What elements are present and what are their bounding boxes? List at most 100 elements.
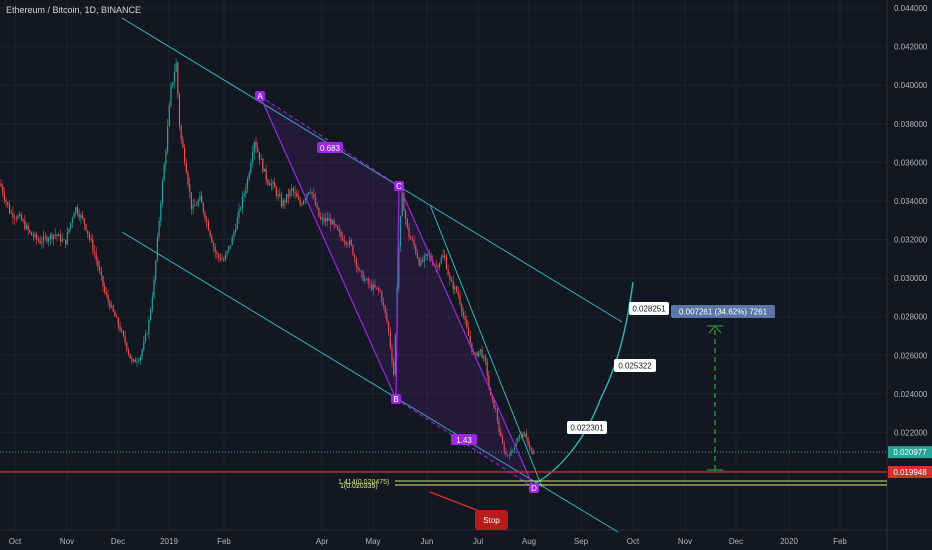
time-tick-label: Feb — [833, 537, 847, 546]
candle-body — [243, 193, 245, 197]
candle-body — [212, 242, 215, 247]
candle-body — [524, 433, 526, 437]
candle-body — [27, 225, 29, 231]
candle-body — [104, 286, 106, 292]
candle-body — [83, 218, 85, 224]
candle-body — [403, 192, 405, 212]
candle-body — [189, 184, 191, 193]
time-tick-label: Dec — [111, 537, 125, 546]
candle-body — [530, 448, 532, 451]
candle-body — [469, 335, 471, 343]
candle-body — [501, 436, 504, 444]
candle-body — [313, 194, 315, 198]
candle-body — [126, 342, 128, 350]
candle-body — [503, 443, 505, 452]
candle-body — [462, 311, 464, 316]
candle-body — [406, 218, 408, 228]
candle-body — [37, 238, 39, 241]
pattern-legs[interactable] — [259, 95, 535, 489]
candle-body — [153, 279, 155, 298]
pattern-point-badge[interactable] — [255, 91, 265, 101]
projection-callout[interactable] — [629, 302, 669, 315]
candle-body — [440, 257, 442, 264]
candle-body — [350, 240, 352, 246]
candle-body — [248, 173, 250, 179]
candle-body — [119, 325, 121, 331]
candle-body — [34, 234, 36, 237]
candle-body — [457, 291, 459, 296]
candle-body — [20, 214, 22, 221]
drawings[interactable] — [0, 17, 887, 533]
candle-body — [204, 212, 206, 220]
candle-body — [224, 254, 226, 261]
time-tick-label: Aug — [522, 537, 536, 546]
candle-body — [252, 152, 254, 163]
candle-body — [357, 266, 359, 270]
candle-body — [221, 259, 223, 261]
candle-body — [192, 205, 194, 209]
candle-body — [80, 215, 82, 218]
candle-body — [31, 232, 33, 236]
candle-body — [146, 333, 148, 335]
trendline-steep[interactable] — [429, 204, 543, 488]
channel-lower-line[interactable] — [121, 231, 619, 533]
candle-body — [510, 450, 512, 456]
candle-body — [389, 330, 391, 347]
labels: Stop A B C D 0.683 1.43 1.414(0.020475)1(0.0203… — [255, 91, 932, 530]
candle-body — [415, 245, 417, 254]
candle-body — [155, 260, 157, 280]
candle-body — [167, 126, 169, 151]
pattern-point-badge[interactable] — [394, 181, 404, 191]
candle-body — [136, 361, 138, 363]
candle-body — [348, 240, 351, 245]
candle-body — [29, 230, 31, 233]
candle-body — [296, 193, 298, 198]
candle-body — [141, 349, 143, 357]
candle-body — [320, 216, 322, 220]
projection-curve[interactable] — [533, 281, 634, 485]
candle-body — [267, 180, 269, 184]
candle-body — [194, 205, 196, 206]
candle-body — [206, 219, 208, 222]
candle-body — [160, 203, 162, 221]
time-axis[interactable]: Oct Nov Dec 2019 Feb Apr May Jun Jul Aug Sep Oct Nov… — [0, 529, 932, 546]
candle-body — [8, 204, 11, 214]
candle-body — [449, 275, 451, 280]
candle-body — [279, 194, 281, 197]
candle-body — [172, 82, 174, 86]
candle-body — [15, 218, 17, 219]
candle-body — [134, 359, 136, 363]
candle-body — [10, 212, 12, 214]
candle-body — [493, 399, 495, 409]
candle-body — [85, 223, 87, 231]
candle-body — [258, 151, 260, 160]
channel-upper-line[interactable] — [121, 17, 623, 323]
pattern-point-badge[interactable] — [391, 394, 401, 404]
candle-body — [133, 359, 135, 362]
candle-body — [121, 330, 123, 332]
candle-body — [263, 168, 266, 172]
pattern-point-badge[interactable] — [529, 483, 539, 493]
candle-body — [314, 197, 317, 206]
price-axis[interactable]: 0.044000 0.042000 0.040000 0.038000 0.036000… — [886, 0, 928, 550]
candle-body — [369, 283, 371, 285]
candle-body — [405, 211, 407, 219]
candle-body — [241, 196, 243, 209]
candle-body — [138, 360, 140, 362]
candle-body — [345, 241, 347, 245]
candle-body — [529, 445, 531, 449]
pattern-ratio-badge — [317, 142, 343, 153]
candle-body — [486, 361, 488, 376]
candle-body — [483, 356, 485, 358]
pattern-point-label: A — [257, 92, 263, 101]
stop-callout[interactable] — [475, 510, 508, 530]
projection-callout[interactable] — [614, 359, 656, 372]
candle-body — [25, 225, 28, 229]
price-tick-label: 0.026000 — [894, 351, 928, 360]
candle-body — [143, 341, 145, 350]
candle-body — [386, 312, 388, 322]
projection-callout[interactable] — [567, 421, 607, 434]
candle-body — [527, 437, 529, 446]
candle-body — [216, 252, 218, 255]
